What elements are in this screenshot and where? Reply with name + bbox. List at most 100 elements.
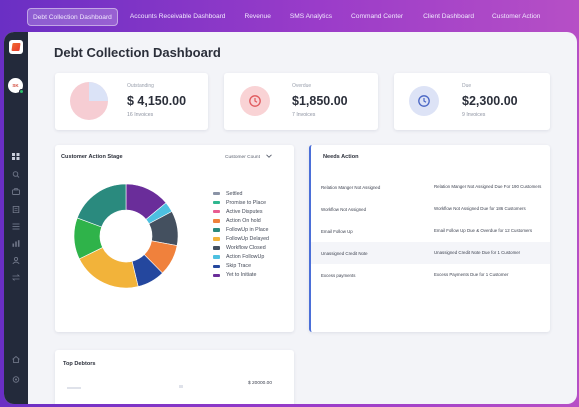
logo-icon[interactable] [9, 40, 23, 54]
list-icon[interactable] [12, 223, 20, 230]
action-detail: Unassigned Credit Note Due for 1 Custome… [434, 249, 521, 255]
legend-item[interactable]: FollowUp Delayed [213, 234, 269, 243]
tab-debt-collection[interactable]: Debt Collection Dashboard [27, 8, 118, 26]
debtor-value-placeholder [179, 385, 183, 388]
search-icon[interactable] [12, 171, 20, 178]
users-icon[interactable] [12, 257, 20, 264]
tab-client-dashboard[interactable]: Client Dashboard [423, 13, 475, 20]
legend-label: Action FollowUp [226, 254, 265, 261]
pie-icon [69, 81, 109, 121]
action-name: Workflow Not Assigned [321, 206, 367, 212]
debtor-amount: $ 20000.00 [248, 381, 273, 386]
stat-label: Outstanding [127, 83, 154, 89]
chart-legend: Settled Promise to Place Active Disputes Ac… [213, 189, 269, 280]
page-title: Debt Collection Dashboard [54, 45, 221, 60]
stat-sub: 16 Invoices [127, 112, 154, 118]
legend-swatch [213, 209, 220, 214]
grid-icon[interactable] [12, 153, 20, 160]
customer-count-dropdown[interactable]: Customer Count [225, 154, 272, 160]
settings-icon[interactable] [12, 376, 20, 383]
legend-label: Promise to Place [226, 199, 267, 206]
panel-title: Needs Action [323, 154, 359, 160]
top-debtors-panel: Top Debtors $ 20000.00 [55, 350, 294, 404]
legend-label: FollowUp Delayed [226, 236, 269, 243]
sidebar: SK [4, 32, 28, 404]
legend-swatch [213, 255, 220, 259]
legend-item[interactable]: Yet to Initiate [213, 271, 269, 280]
stat-label: Overdue [292, 83, 312, 89]
stat-label: Due [462, 83, 472, 89]
legend-item[interactable]: Promise to Place [213, 198, 269, 207]
home-icon[interactable] [12, 356, 20, 363]
app-window: SK Debt C [4, 32, 577, 404]
legend-item[interactable]: Action On hold [213, 216, 269, 225]
clock-icon [240, 86, 270, 116]
customer-action-stage-panel: Customer Action Stage Customer Count Set… [55, 145, 294, 332]
debtor-name-placeholder [67, 387, 81, 389]
action-name: Excess payments [321, 272, 356, 278]
legend-item[interactable]: Workflow Closed [213, 244, 269, 253]
clock-icon [409, 86, 439, 116]
legend-item[interactable]: Active Disputes [213, 207, 269, 216]
legend-swatch [213, 264, 220, 269]
legend-label: Workflow Closed [226, 245, 266, 252]
chevron-down-icon [266, 154, 272, 160]
stat-card-due[interactable]: Due $2,300.00 9 Invoices [394, 73, 550, 130]
legend-item[interactable]: Skip Trace [213, 262, 269, 271]
stat-sub: 9 Invoices [462, 112, 486, 118]
action-detail: Email Follow Up Due & Overdue for 12 Cus… [434, 227, 533, 233]
tab-command-center[interactable]: Command Center [351, 13, 404, 20]
legend-swatch [213, 237, 220, 241]
tab-sms-analytics[interactable]: SMS Analytics [289, 13, 333, 20]
stat-value: $ 4,150.00 [127, 94, 187, 108]
briefcase-icon[interactable] [12, 188, 20, 195]
needs-action-panel: Needs Action Relation Manger Not Assigne… [309, 145, 550, 332]
legend-label: Settled [226, 190, 243, 197]
online-status-dot [19, 89, 24, 94]
legend-item[interactable]: Action FollowUp [213, 253, 269, 262]
legend-item[interactable]: Settled [213, 189, 269, 198]
action-name: Relation Manger Not Assigned [321, 184, 381, 190]
donut-chart[interactable] [66, 176, 186, 296]
legend-swatch [213, 246, 220, 250]
stat-card-overdue[interactable]: Overdue $1,850.00 7 Invoices [224, 73, 378, 130]
transfer-icon[interactable] [12, 274, 20, 281]
legend-swatch [213, 228, 220, 232]
legend-label: Yet to Initiate [226, 272, 257, 279]
avatar[interactable]: SK [8, 78, 24, 94]
tab-revenue[interactable]: Revenue [244, 13, 271, 20]
stat-value: $1,850.00 [292, 94, 348, 108]
top-nav: Debt Collection Dashboard Accounts Recei… [0, 0, 579, 34]
legend-label: Active Disputes [226, 208, 263, 215]
legend-swatch [213, 200, 220, 205]
tab-customer-action[interactable]: Customer Action [492, 13, 541, 20]
needs-action-row[interactable]: Email Follow Up Email Follow Up Due & Ove… [311, 220, 550, 242]
action-detail: Excess Payments Due for 1 Customer [434, 271, 509, 277]
panel-title: Customer Action Stage [61, 154, 123, 160]
donut-segment[interactable] [76, 183, 127, 228]
needs-action-row[interactable]: Workflow Not Assigned Workflow Not Assign… [311, 198, 550, 220]
tab-accounts-receivable[interactable]: Accounts Receivable Dashboard [129, 13, 226, 20]
legend-label: FollowUp in Place [226, 226, 269, 233]
action-name: Unassigned Credit Note [321, 250, 368, 256]
needs-action-row[interactable]: Unassigned Credit Note Unassigned Credit … [311, 242, 550, 264]
panel-title: Top Debtors [63, 361, 96, 367]
document-icon[interactable] [12, 206, 20, 213]
action-detail: Relation Manger Not Assigned Due For 190… [434, 183, 542, 189]
legend-swatch [213, 219, 220, 223]
needs-action-row[interactable]: Excess payments Excess Payments Due for 1… [311, 264, 550, 286]
avatar-initials: SK [12, 83, 19, 88]
legend-item[interactable]: FollowUp in Place [213, 225, 269, 234]
legend-label: Action On hold [226, 217, 261, 224]
bar-chart-icon[interactable] [12, 240, 20, 247]
stat-value: $2,300.00 [462, 94, 518, 108]
legend-swatch [213, 273, 220, 278]
stat-card-outstanding[interactable]: Outstanding $ 4,150.00 16 Invoices [55, 73, 208, 130]
action-name: Email Follow Up [321, 228, 353, 234]
stat-sub: 7 Invoices [292, 112, 316, 118]
legend-swatch [213, 191, 220, 196]
action-detail: Workflow Not Assigned Due for 186 Custom… [434, 205, 526, 211]
needs-action-row[interactable]: Relation Manger Not Assigned Relation Man… [311, 176, 550, 198]
legend-label: Skip Trace [226, 263, 252, 270]
dropdown-value: Customer Count [225, 154, 260, 160]
